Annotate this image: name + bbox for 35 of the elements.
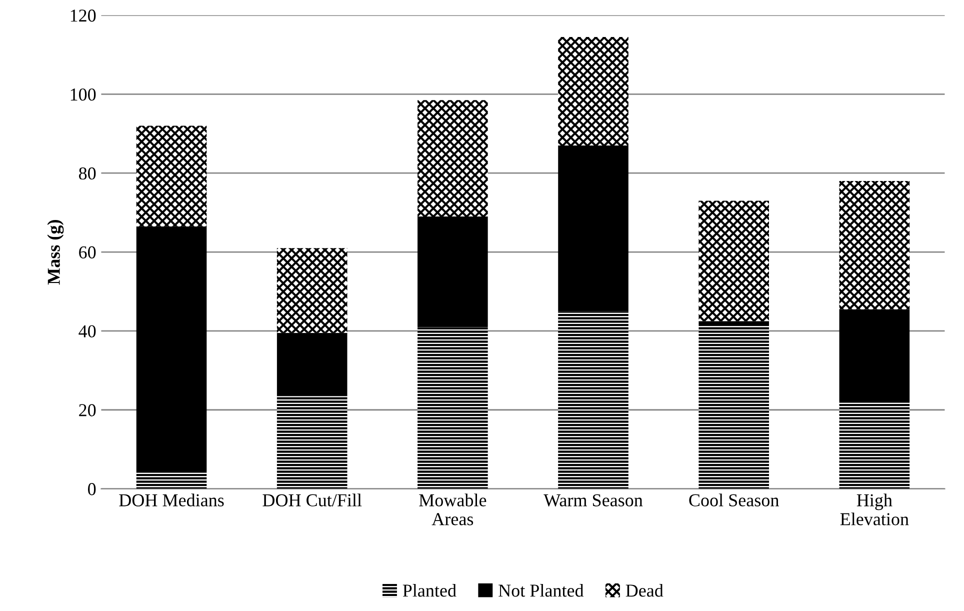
y-tick-label: 100 xyxy=(70,88,96,101)
y-tick-label: 40 xyxy=(78,325,96,338)
x-tick-label: DOH Medians xyxy=(119,494,224,506)
bar xyxy=(558,36,628,146)
bar xyxy=(558,311,628,489)
y-tick-label: 0 xyxy=(88,483,96,496)
bar xyxy=(418,100,488,217)
y-axis-title: Mass (g) xyxy=(47,220,64,285)
bar xyxy=(276,396,348,489)
bar xyxy=(136,126,207,226)
bar xyxy=(136,226,207,472)
bar xyxy=(418,327,488,489)
x-tick-label: High Elevation xyxy=(840,494,909,526)
bar xyxy=(558,145,628,312)
y-tick-label: 80 xyxy=(78,167,96,180)
bar xyxy=(418,216,488,328)
y-tick-label: 60 xyxy=(79,246,96,258)
legend-label: Dead xyxy=(626,584,664,597)
legend-label: Not Planted xyxy=(498,584,584,597)
x-tick-label: Warm Season xyxy=(544,494,643,506)
bar xyxy=(839,181,910,310)
bar xyxy=(839,402,910,489)
y-tick-label: 20 xyxy=(79,404,96,416)
bar xyxy=(698,325,769,489)
bar xyxy=(276,332,348,396)
bar xyxy=(136,471,207,489)
bar xyxy=(276,248,348,333)
bar xyxy=(698,321,769,326)
y-tick-label: 120 xyxy=(70,10,96,22)
x-tick-label: Mowable Areas xyxy=(419,494,486,526)
bar xyxy=(839,309,910,402)
legend-label: Planted xyxy=(402,584,456,597)
x-tick-label: DOH Cut/Fill xyxy=(262,494,362,506)
x-tick-label: Cool Season xyxy=(689,494,779,506)
bar xyxy=(698,200,769,322)
